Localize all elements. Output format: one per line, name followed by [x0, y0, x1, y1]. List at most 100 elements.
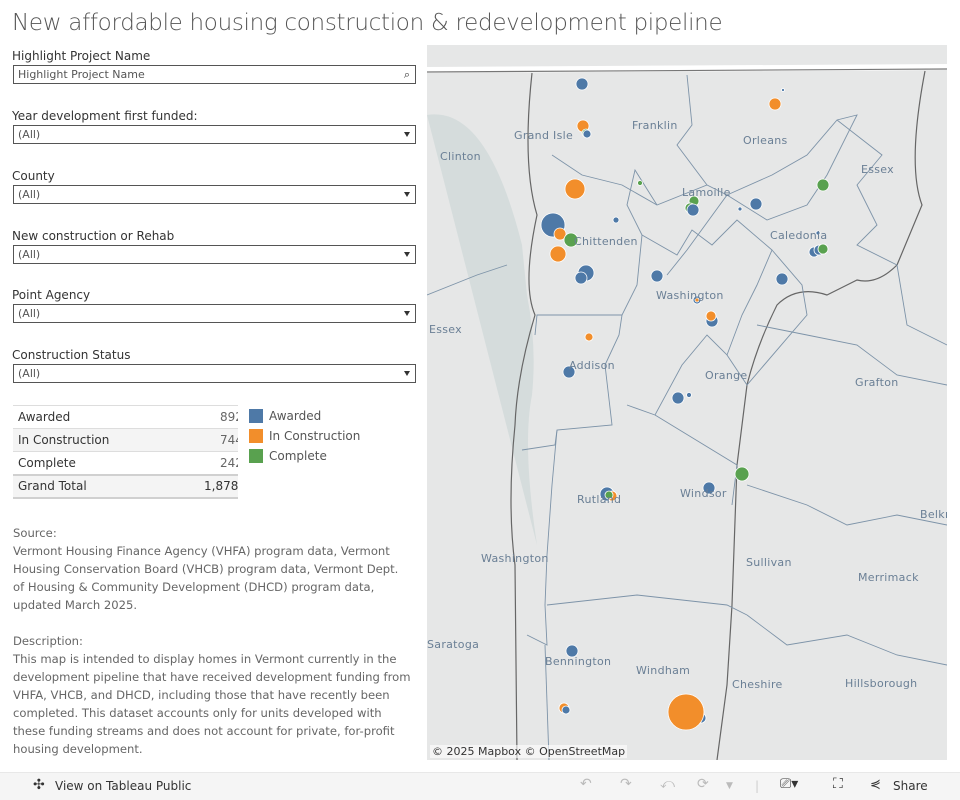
status-filter-value: (All) — [18, 367, 41, 380]
project-marker-in-construction[interactable] — [694, 297, 700, 303]
year-filter-dropdown[interactable]: (All) — [13, 125, 416, 144]
map-label: Essex — [861, 163, 894, 176]
marker-layer — [540, 77, 830, 731]
project-marker-in-construction[interactable] — [564, 178, 586, 200]
map-label: Chittenden — [574, 235, 638, 248]
highlight-project-search-input[interactable]: Highlight Project Name ⌕ — [13, 65, 416, 84]
status-filter-label: Construction Status — [12, 348, 131, 362]
project-marker-complete[interactable] — [637, 180, 643, 186]
undo-icon[interactable]: ↶ — [580, 776, 592, 792]
county-filter-value: (All) — [18, 188, 41, 201]
status-legend: Awarded In Construction Complete — [249, 406, 360, 466]
row-value: 242 — [220, 455, 238, 470]
project-marker-in-construction[interactable] — [768, 97, 782, 111]
table-row[interactable]: Complete 242 — [13, 451, 238, 475]
view-on-tableau-public-link[interactable]: View on Tableau Public — [55, 779, 192, 793]
project-marker-awarded[interactable] — [671, 391, 685, 405]
map-label: Windham — [636, 664, 691, 677]
county-filter-dropdown[interactable]: (All) — [13, 185, 416, 204]
project-marker-awarded[interactable] — [612, 216, 620, 224]
project-marker-awarded[interactable] — [775, 272, 789, 286]
chevron-down-icon — [404, 132, 410, 137]
map-base — [427, 64, 947, 760]
project-marker-awarded[interactable] — [686, 203, 700, 217]
type-filter-label: New construction or Rehab — [12, 229, 175, 243]
project-marker-complete[interactable] — [734, 466, 750, 482]
map-label: Orleans — [743, 134, 788, 147]
map-label: Hillsborough — [845, 677, 918, 690]
legend-item-awarded[interactable]: Awarded — [249, 406, 360, 426]
chevron-down-icon — [404, 252, 410, 257]
project-marker-complete[interactable] — [816, 178, 830, 192]
project-marker-awarded[interactable] — [749, 197, 763, 211]
chevron-down-icon — [404, 311, 410, 316]
download-icon[interactable]: ⎚▾ — [780, 776, 799, 792]
project-marker-complete[interactable] — [604, 490, 614, 500]
project-marker-in-construction[interactable] — [549, 245, 567, 263]
toolbar-divider: | — [755, 779, 760, 793]
source-text: Vermont Housing Finance Agency (VHFA) pr… — [13, 544, 399, 612]
agency-filter-label: Point Agency — [12, 288, 91, 302]
table-row[interactable]: In Construction 744 — [13, 428, 238, 452]
project-marker-awarded[interactable] — [650, 269, 664, 283]
map-label: Merrimack — [858, 571, 919, 584]
map-label: Addison — [569, 359, 615, 372]
row-label: In Construction — [18, 433, 110, 447]
project-marker-awarded[interactable] — [582, 129, 592, 139]
project-marker-complete[interactable] — [563, 232, 579, 248]
revert-icon[interactable]: ⤺ — [660, 776, 675, 792]
map-label: Washington — [656, 289, 724, 302]
type-filter-dropdown[interactable]: (All) — [13, 245, 416, 264]
legend-swatch — [249, 409, 263, 423]
highlight-placeholder: Highlight Project Name — [18, 68, 145, 81]
project-marker-in-construction[interactable] — [705, 310, 717, 322]
legend-item-complete[interactable]: Complete — [249, 446, 360, 466]
row-label: Awarded — [18, 410, 71, 424]
project-marker-awarded[interactable] — [574, 271, 588, 285]
refresh-icon[interactable]: ⟳ — [697, 776, 709, 792]
map-label: Lamoille — [682, 186, 731, 199]
project-marker-awarded[interactable] — [575, 77, 589, 91]
project-marker-awarded[interactable] — [565, 644, 579, 658]
map-label: Clinton — [440, 150, 481, 163]
year-filter-label: Year development first funded: — [12, 109, 198, 123]
project-marker-awarded[interactable] — [737, 206, 743, 212]
agency-filter-value: (All) — [18, 307, 41, 320]
project-marker-in-construction[interactable] — [667, 693, 705, 731]
project-marker-awarded[interactable] — [702, 481, 716, 495]
project-marker-in-construction[interactable] — [553, 227, 567, 241]
project-marker-awarded[interactable] — [815, 230, 821, 236]
search-icon: ⌕ — [403, 68, 410, 81]
project-marker-complete[interactable] — [817, 243, 829, 255]
map-label: Grand Isle — [514, 129, 574, 142]
county-filter-label: County — [12, 169, 55, 183]
project-marker-awarded[interactable] — [562, 365, 576, 379]
row-value: 1,878 — [204, 479, 238, 493]
map-label: Essex — [429, 323, 462, 336]
grand-total-row[interactable]: Grand Total 1,878 — [13, 474, 238, 498]
share-icon[interactable]: ⋞ — [870, 777, 881, 792]
table-row[interactable]: Awarded 892 — [13, 405, 238, 429]
legend-item-in-construction[interactable]: In Construction — [249, 426, 360, 446]
project-marker-awarded[interactable] — [561, 705, 571, 715]
chevron-down-icon[interactable]: ▼ — [726, 781, 733, 791]
map-label: Franklin — [632, 119, 678, 132]
map-label: Rutland — [577, 493, 622, 506]
agency-filter-dropdown[interactable]: (All) — [13, 304, 416, 323]
tableau-logo-icon: ✣ — [33, 777, 45, 793]
project-marker-awarded[interactable] — [781, 88, 785, 92]
share-button[interactable]: Share — [893, 779, 928, 793]
type-filter-value: (All) — [18, 248, 41, 261]
map-label: Orange — [705, 369, 748, 382]
pipeline-map[interactable]: Franklin Grand Isle Clinton Orleans Essex Lam… — [427, 45, 947, 760]
status-filter-dropdown[interactable]: (All) — [13, 364, 416, 383]
map-label: Sullivan — [746, 556, 792, 569]
redo-icon[interactable]: ↷ — [620, 776, 632, 792]
legend-label: Awarded — [269, 409, 322, 423]
project-marker-awarded[interactable] — [686, 392, 692, 398]
map-attribution[interactable]: © 2025 Mapbox © OpenStreetMap — [430, 745, 628, 758]
fullscreen-icon[interactable]: ⛶ — [833, 776, 843, 792]
map-label: Windsor — [680, 487, 727, 500]
project-marker-in-construction[interactable] — [584, 332, 594, 342]
legend-swatch — [249, 429, 263, 443]
